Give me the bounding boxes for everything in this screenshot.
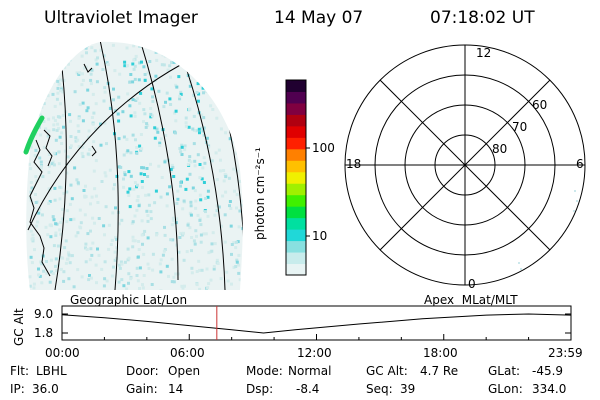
gcalt-label: GC Alt: xyxy=(366,364,408,378)
colorbar-cell xyxy=(286,240,306,253)
mlt-label-0: 0 xyxy=(468,277,476,291)
colorbar-cell xyxy=(286,125,306,138)
timeline-xtick-1200: 12:00 xyxy=(297,346,332,360)
ip-label: IP: xyxy=(10,382,25,396)
flt-value: LBHL xyxy=(36,364,67,378)
glat-value: -45.9 xyxy=(532,364,564,378)
colorbar-cell xyxy=(286,194,306,207)
mlat-label-80: 80 xyxy=(492,142,508,156)
colorbar-frame xyxy=(285,79,307,276)
timeline-panel xyxy=(61,305,572,341)
polar-speckles xyxy=(518,190,578,270)
mlat-label-70: 70 xyxy=(512,120,528,134)
auroral-arc xyxy=(23,115,45,155)
mlt-label-18: 18 xyxy=(346,157,362,171)
glon-label: GLon: xyxy=(488,382,523,396)
timeline-xtick-1800: 18:00 xyxy=(423,346,458,360)
colorbar-cell xyxy=(286,114,306,127)
image-date: 14 May 07 xyxy=(274,8,364,28)
colorbar-tick-10: 10 xyxy=(312,229,328,243)
timeline-right-label: Apex MLat/MLT xyxy=(424,293,518,307)
colorbar-cell xyxy=(286,160,306,173)
polar-diagonal-2 xyxy=(379,79,551,251)
timeline-xtick-2359: 23:59 xyxy=(548,346,583,360)
colorbar-cell xyxy=(286,80,306,92)
polar-grid xyxy=(344,44,586,286)
colorbar-label: photon cm⁻²s⁻¹ xyxy=(253,147,267,240)
gain-label: Gain: xyxy=(126,382,158,396)
gain-value: 14 xyxy=(168,382,184,396)
seq-value: 39 xyxy=(400,382,416,396)
colorbar-cell xyxy=(286,148,306,161)
colorbar-cell xyxy=(286,252,306,265)
timeline-ytick-1-8: 1.8 xyxy=(34,326,54,340)
gcalt-value: 4.7 Re xyxy=(420,364,459,378)
timeline-xtick-0600: 06:00 xyxy=(170,346,205,360)
mode-label: Mode: xyxy=(246,364,283,378)
glon-value: 334.0 xyxy=(532,382,567,396)
colorbar-cell xyxy=(286,229,306,242)
dsp-label: Dsp: xyxy=(246,382,274,396)
door-label: Door: xyxy=(126,364,159,378)
mode-value: Normal xyxy=(288,364,332,378)
timeline-ylabel: GC Alt xyxy=(12,308,26,346)
image-time: 07:18:02 UT xyxy=(430,8,535,28)
colorbar-cell xyxy=(286,171,306,184)
colorbar-cell xyxy=(286,217,306,230)
flt-label: Flt: xyxy=(10,364,29,378)
mlat-label-60: 60 xyxy=(532,98,548,112)
coastline xyxy=(29,63,97,277)
uv-image xyxy=(23,41,243,291)
dsp-value: -8.4 xyxy=(296,382,320,396)
colorbar-tick-100: 100 xyxy=(312,141,335,155)
colorbar-cell xyxy=(286,263,306,276)
timeline-ytick-9: 9.0 xyxy=(34,307,54,321)
colorbar-cell xyxy=(286,206,306,219)
mlt-label-6: 6 xyxy=(576,157,584,171)
ip-value: 36.0 xyxy=(32,382,59,396)
mlt-label-12: 12 xyxy=(476,46,492,60)
timeline-left-label: Geographic Lat/Lon xyxy=(70,293,188,307)
seq-label: Seq: xyxy=(366,382,393,396)
colorbar-cell xyxy=(286,91,306,104)
altitude-curve xyxy=(61,313,571,334)
colorbar-cell xyxy=(286,137,306,150)
colorbar xyxy=(285,79,310,276)
timeline-xtick-0000: 00:00 xyxy=(45,346,80,360)
glat-label: GLat: xyxy=(488,364,521,378)
door-value: Open xyxy=(168,364,201,378)
image-title: Ultraviolet Imager xyxy=(44,8,198,28)
colorbar-cell xyxy=(286,102,306,115)
colorbar-cell xyxy=(286,183,306,196)
